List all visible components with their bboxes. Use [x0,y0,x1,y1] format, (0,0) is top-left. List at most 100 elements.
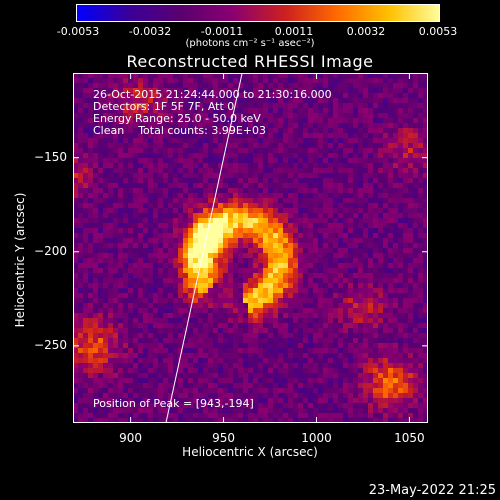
heatmap-cell [248,98,254,104]
heatmap-cell [258,188,264,194]
heatmap-cell [198,113,204,119]
heatmap-cell [353,178,359,184]
heatmap-cell [253,198,259,204]
heatmap-cell [198,368,204,374]
heatmap-cell [253,363,259,369]
heatmap-cell [268,293,274,299]
heatmap-cell [268,393,274,399]
heatmap-cell [238,83,244,89]
heatmap-cell [153,143,159,149]
heatmap-cell [408,363,414,369]
heatmap-cell [83,268,89,274]
heatmap-cell [188,293,194,299]
heatmap-cell [123,223,129,229]
heatmap-cell [218,363,224,369]
heatmap-cell [193,293,199,299]
heatmap-cell [358,398,364,404]
heatmap-cell [263,298,269,304]
heatmap-cell [293,158,299,164]
heatmap-cell [348,203,354,209]
heatmap-cell [188,378,194,384]
heatmap-cell [138,178,144,184]
heatmap-cell [243,98,249,104]
heatmap-cell [73,348,79,354]
heatmap-cell [173,83,179,89]
heatmap-cell [403,298,409,304]
heatmap-cell [298,83,304,89]
heatmap-cell [278,218,284,224]
heatmap-cell [193,118,199,124]
heatmap-cell [313,173,319,179]
heatmap-cell [288,318,294,324]
heatmap-cell [248,258,254,264]
heatmap-cell [248,343,254,349]
heatmap-cell [273,298,279,304]
heatmap-cell [218,343,224,349]
heatmap-cell [393,153,399,159]
heatmap-cell [403,318,409,324]
heatmap-cell [143,198,149,204]
heatmap-cell [108,363,114,369]
heatmap-cell [268,198,274,204]
heatmap-cell [408,158,414,164]
heatmap-cell [373,328,379,334]
heatmap-cell [263,228,269,234]
heatmap-cell [408,253,414,259]
heatmap-cell [338,128,344,134]
heatmap-cell [258,178,264,184]
heatmap-cell [288,358,294,364]
heatmap-cell [278,318,284,324]
heatmap-cell [418,143,424,149]
heatmap-cell [318,83,324,89]
heatmap-cell [318,113,324,119]
heatmap-cell [133,93,139,99]
heatmap-cell [308,273,314,279]
heatmap-cell [203,378,209,384]
heatmap-cell [398,103,404,109]
heatmap-cell [108,158,114,164]
heatmap-cell [193,358,199,364]
heatmap-cell [363,343,369,349]
heatmap-cell [378,153,384,159]
heatmap-cell [188,233,194,239]
heatmap-cell [358,98,364,104]
heatmap-cell [88,378,94,384]
heatmap-cell [283,388,289,394]
heatmap-cell [393,193,399,199]
heatmap-cell [348,113,354,119]
heatmap-cell [418,168,424,174]
heatmap-cell [318,183,324,189]
heatmap-cell [373,388,379,394]
heatmap-cell [78,313,84,319]
heatmap-cell [198,178,204,184]
heatmap-cell [168,418,174,423]
heatmap-cell [333,313,339,319]
heatmap-cell [138,183,144,189]
heatmap-cell [318,253,324,259]
heatmap-cell [83,393,89,399]
heatmap-cell [153,413,159,419]
heatmap-cell [383,158,389,164]
heatmap-cell [413,148,419,154]
heatmap-cell [378,293,384,299]
heatmap-cell [83,273,89,279]
heatmap-cell [423,243,428,249]
heatmap-cell [208,143,214,149]
heatmap-cell [233,293,239,299]
heatmap-cell [283,318,289,324]
heatmap-cell [193,173,199,179]
heatmap-cell [303,378,309,384]
heatmap-cell [253,333,259,339]
heatmap-cell [353,268,359,274]
heatmap-cell [218,403,224,409]
heatmap-cell [398,123,404,129]
heatmap-cell [153,223,159,229]
heatmap-cell [188,128,194,134]
heatmap-cell [358,378,364,384]
heatmap-cell [333,403,339,409]
heatmap-cell [153,118,159,124]
heatmap-cell [323,303,329,309]
heatmap-cell [168,208,174,214]
heatmap-cell [238,128,244,134]
heatmap-cell [133,268,139,274]
